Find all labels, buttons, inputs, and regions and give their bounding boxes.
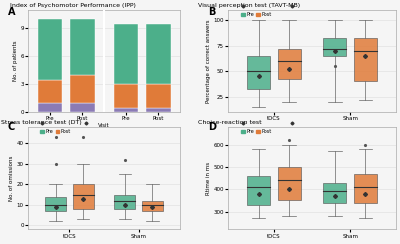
Bar	[324, 183, 346, 203]
Text: Choice-reaction test: Choice-reaction test	[198, 120, 261, 125]
Bar	[278, 49, 300, 80]
Bar	[247, 176, 270, 205]
Y-axis label: No. of omissions: No. of omissions	[9, 155, 14, 201]
Text: Stress tolerance test (DT): Stress tolerance test (DT)	[1, 120, 81, 125]
Bar	[146, 84, 170, 108]
Text: Index of Psychomotor Performance (IPP): Index of Psychomotor Performance (IPP)	[10, 3, 136, 8]
Bar	[146, 24, 170, 84]
Bar	[142, 201, 163, 211]
Text: C: C	[8, 122, 15, 132]
Bar	[114, 108, 138, 112]
Legend: Pre, Post: Pre, Post	[239, 10, 274, 19]
Text: Visual perception test (TAVT-MB): Visual perception test (TAVT-MB)	[198, 3, 300, 8]
Bar	[354, 39, 377, 81]
Text: Sham: Sham	[134, 132, 150, 137]
Text: B: B	[208, 7, 215, 17]
Legend: Pre, Post: Pre, Post	[38, 127, 73, 136]
Bar	[278, 167, 300, 200]
Legend: Passed, Mild impairment, Severe impairment: Passed, Mild impairment, Severe impairme…	[271, 46, 322, 66]
Bar	[70, 103, 94, 112]
Bar	[73, 184, 94, 209]
Bar	[38, 80, 62, 103]
Text: D: D	[208, 122, 216, 132]
Bar	[114, 194, 135, 209]
Bar	[146, 108, 170, 112]
Bar	[38, 103, 62, 112]
Text: A: A	[8, 7, 16, 17]
Y-axis label: Percentage of correct answers: Percentage of correct answers	[206, 19, 210, 103]
Y-axis label: Rtime in ms: Rtime in ms	[206, 162, 210, 195]
Bar	[70, 75, 94, 103]
Bar	[247, 56, 270, 89]
Y-axis label: No. of patients: No. of patients	[12, 41, 18, 81]
Bar	[70, 19, 94, 75]
Bar	[114, 84, 138, 108]
Text: tDCS: tDCS	[59, 132, 73, 137]
Bar	[354, 174, 377, 203]
Bar	[38, 19, 62, 80]
X-axis label: Visit: Visit	[98, 123, 110, 128]
Legend: Pre, Post: Pre, Post	[239, 127, 274, 136]
Bar	[45, 197, 66, 211]
Bar	[324, 39, 346, 56]
Bar	[114, 24, 138, 84]
